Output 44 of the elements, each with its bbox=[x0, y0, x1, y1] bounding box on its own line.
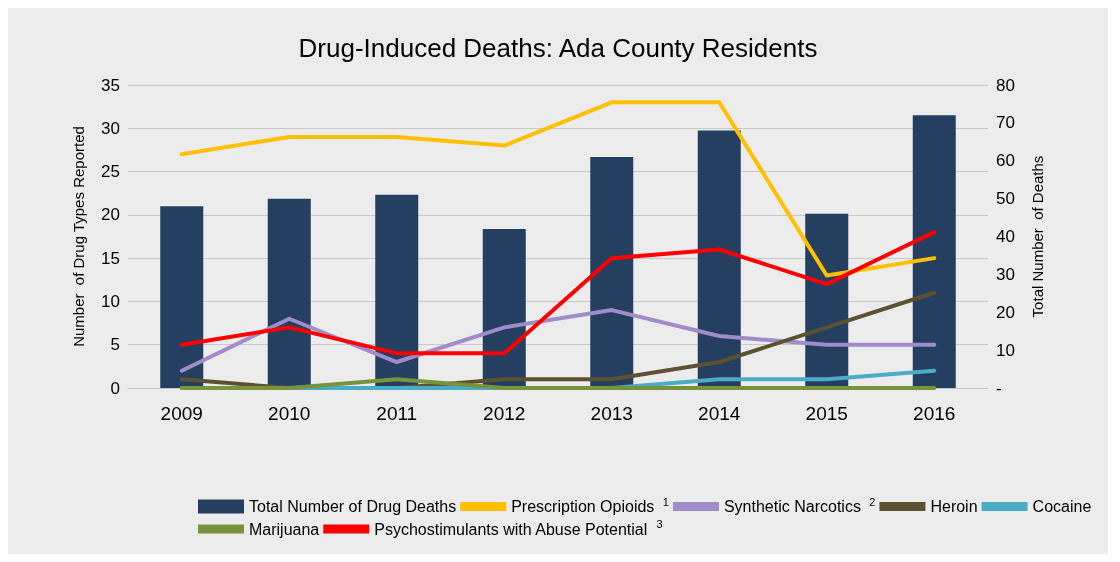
y2-tick-label: 20 bbox=[996, 302, 1015, 322]
y-tick-label: 15 bbox=[101, 248, 120, 268]
bar bbox=[267, 198, 311, 388]
y-tick-label: 35 bbox=[101, 75, 120, 95]
y-tick-label: 10 bbox=[101, 291, 120, 311]
bar bbox=[912, 115, 956, 388]
x-tick-label: 2015 bbox=[805, 403, 848, 424]
y-tick-label: 0 bbox=[110, 378, 120, 398]
bar bbox=[375, 194, 419, 388]
bar bbox=[160, 206, 204, 388]
y2-tick-label: 10 bbox=[996, 340, 1015, 360]
y2-axis-title: Total Number of Deaths bbox=[1029, 155, 1046, 318]
y2-tick-label: - bbox=[996, 378, 1002, 398]
x-tick-label: 2011 bbox=[376, 403, 418, 424]
line-series bbox=[179, 308, 937, 373]
legend-label: Heroin bbox=[930, 498, 978, 515]
legend-label: Total Number of Drug Deaths bbox=[249, 498, 457, 515]
chart-title: Drug-Induced Deaths: Ada County Residents bbox=[298, 33, 818, 63]
bar bbox=[697, 130, 741, 388]
legend-label: Prescription Opioids 1 bbox=[511, 495, 669, 515]
y-tick-label: 30 bbox=[101, 118, 120, 138]
x-tick-label: 2009 bbox=[160, 403, 203, 424]
legend-label: Synthetic Narcotics 2 bbox=[723, 495, 876, 515]
legend-label: Marijuana bbox=[249, 520, 320, 538]
line-series bbox=[179, 230, 937, 356]
line-series bbox=[179, 100, 937, 278]
y-tick-label: 20 bbox=[101, 205, 120, 225]
x-tick-label: 2012 bbox=[483, 403, 526, 424]
legend-label: Psychostimulants with Abuse Potential 3 bbox=[374, 518, 663, 538]
y2-tick-label: 80 bbox=[996, 75, 1015, 95]
x-tick-label: 2010 bbox=[268, 403, 311, 424]
x-tick-label: 2014 bbox=[698, 403, 741, 424]
y2-tick-label: 30 bbox=[996, 264, 1015, 284]
y2-tick-label: 40 bbox=[996, 227, 1015, 246]
x-tick-label: 2016 bbox=[913, 403, 956, 424]
y2-tick-label: 50 bbox=[996, 189, 1015, 209]
x-tick-label: 2013 bbox=[590, 403, 633, 424]
legend-label: Cocaine bbox=[1032, 498, 1092, 515]
bar bbox=[590, 156, 634, 388]
y-tick-label: 5 bbox=[110, 335, 120, 355]
y2-tick-label: 70 bbox=[996, 113, 1015, 133]
y-axis-title: Number of Drug Types Reported bbox=[70, 126, 87, 347]
y2-tick-label: 60 bbox=[996, 151, 1015, 171]
y-tick-label: 25 bbox=[101, 162, 120, 182]
